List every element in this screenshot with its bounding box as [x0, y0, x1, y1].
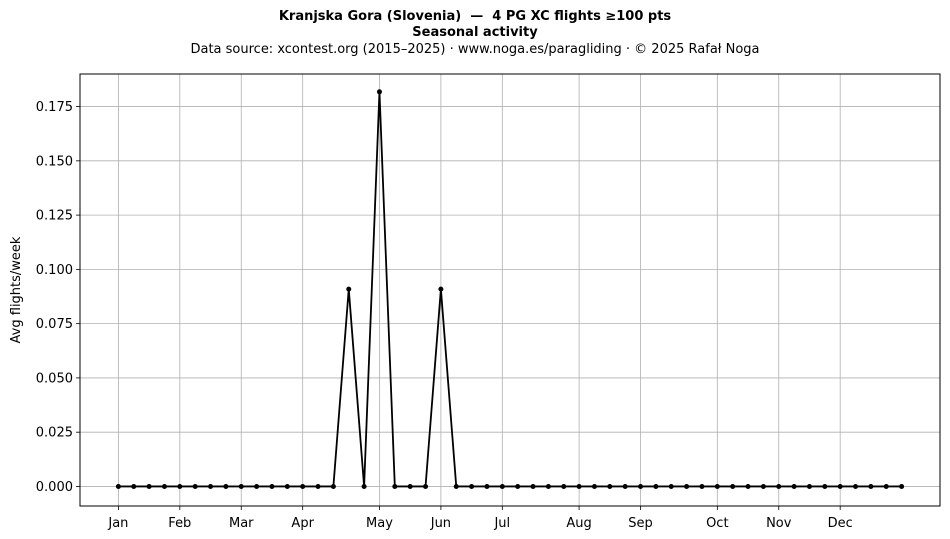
data-point — [622, 483, 628, 489]
y-tick-label: 0.175 — [36, 100, 73, 115]
data-point — [115, 483, 121, 489]
data-point — [868, 483, 874, 489]
data-point — [545, 483, 551, 489]
x-tick-label: Jan — [107, 516, 128, 531]
data-point — [714, 483, 720, 489]
data-point — [161, 483, 167, 489]
data-point — [223, 483, 229, 489]
data-point — [346, 286, 352, 292]
data-point — [776, 483, 782, 489]
data-point — [853, 483, 859, 489]
data-points — [115, 89, 905, 489]
data-point — [269, 483, 275, 489]
y-tick-label: 0.000 — [36, 480, 73, 495]
data-point — [699, 483, 705, 489]
x-axis: Jan Feb Mar Apr May Jun Jul Aug Sep Oct Nov Dec — [107, 506, 853, 531]
chart-title: Kranjska Gora (Slovenia) — 4 PG XC fligh… — [278, 9, 672, 24]
y-tick-label: 0.050 — [36, 371, 73, 386]
x-tick-label: Dec — [828, 516, 853, 531]
data-point — [607, 483, 613, 489]
x-tick-label: Oct — [706, 516, 728, 531]
series-line — [118, 90, 902, 488]
data-point — [177, 483, 183, 489]
x-tick-label: Nov — [766, 516, 792, 531]
x-tick-label: Jun — [430, 516, 451, 531]
data-point — [591, 483, 597, 489]
data-point — [376, 89, 382, 95]
data-point — [638, 483, 644, 489]
data-point — [407, 483, 413, 489]
data-point — [837, 483, 843, 489]
x-tick-label: Mar — [229, 516, 254, 531]
data-point — [192, 483, 198, 489]
data-point — [883, 483, 889, 489]
plot-frame — [79, 73, 941, 507]
y-tick-label: 0.125 — [36, 209, 73, 224]
y-tick-label: 0.150 — [36, 154, 73, 169]
data-point — [499, 483, 505, 489]
data-point — [899, 483, 905, 489]
data-point — [806, 483, 812, 489]
data-point — [791, 483, 797, 489]
data-point — [238, 483, 244, 489]
x-tick-label: Jul — [493, 516, 510, 531]
grid-lines — [80, 74, 940, 506]
data-point — [361, 483, 367, 489]
data-point — [438, 286, 444, 292]
y-tick-label: 0.025 — [36, 426, 73, 441]
data-point — [469, 483, 475, 489]
data-point — [300, 483, 306, 489]
data-point — [484, 483, 490, 489]
data-point — [822, 483, 828, 489]
data-point — [131, 483, 137, 489]
y-axis: 0.000 0.025 0.050 0.075 0.100 0.125 0.150 0.175 — [36, 100, 80, 495]
data-point — [561, 483, 567, 489]
data-point — [315, 483, 321, 489]
y-tick-label: 0.075 — [36, 317, 73, 332]
data-point — [576, 483, 582, 489]
data-point — [530, 483, 536, 489]
data-point — [284, 483, 290, 489]
y-axis-label: Avg flights/week — [9, 236, 24, 343]
x-tick-label: May — [366, 516, 393, 531]
data-point — [208, 483, 214, 489]
data-point — [653, 483, 659, 489]
data-point — [254, 483, 260, 489]
x-tick-label: Apr — [291, 516, 314, 531]
data-point — [423, 483, 429, 489]
x-tick-label: Feb — [168, 516, 191, 531]
chart-titles: Kranjska Gora (Slovenia) — 4 PG XC fligh… — [0, 8, 950, 59]
series-line-group — [118, 90, 902, 488]
data-point — [515, 483, 521, 489]
data-point — [760, 483, 766, 489]
data-point — [668, 483, 674, 489]
x-tick-label: Aug — [566, 516, 591, 531]
data-point — [684, 483, 690, 489]
chart-subtitle: Seasonal activity — [412, 25, 538, 40]
x-tick-label: Sep — [628, 516, 653, 531]
data-point — [146, 483, 152, 489]
data-point — [745, 483, 751, 489]
data-point — [730, 483, 736, 489]
data-point — [453, 483, 459, 489]
y-tick-label: 0.100 — [36, 263, 73, 278]
data-point — [392, 483, 398, 489]
chart-source-line: Data source: xcontest.org (2015–2025) · … — [190, 42, 760, 57]
data-point — [330, 483, 336, 489]
